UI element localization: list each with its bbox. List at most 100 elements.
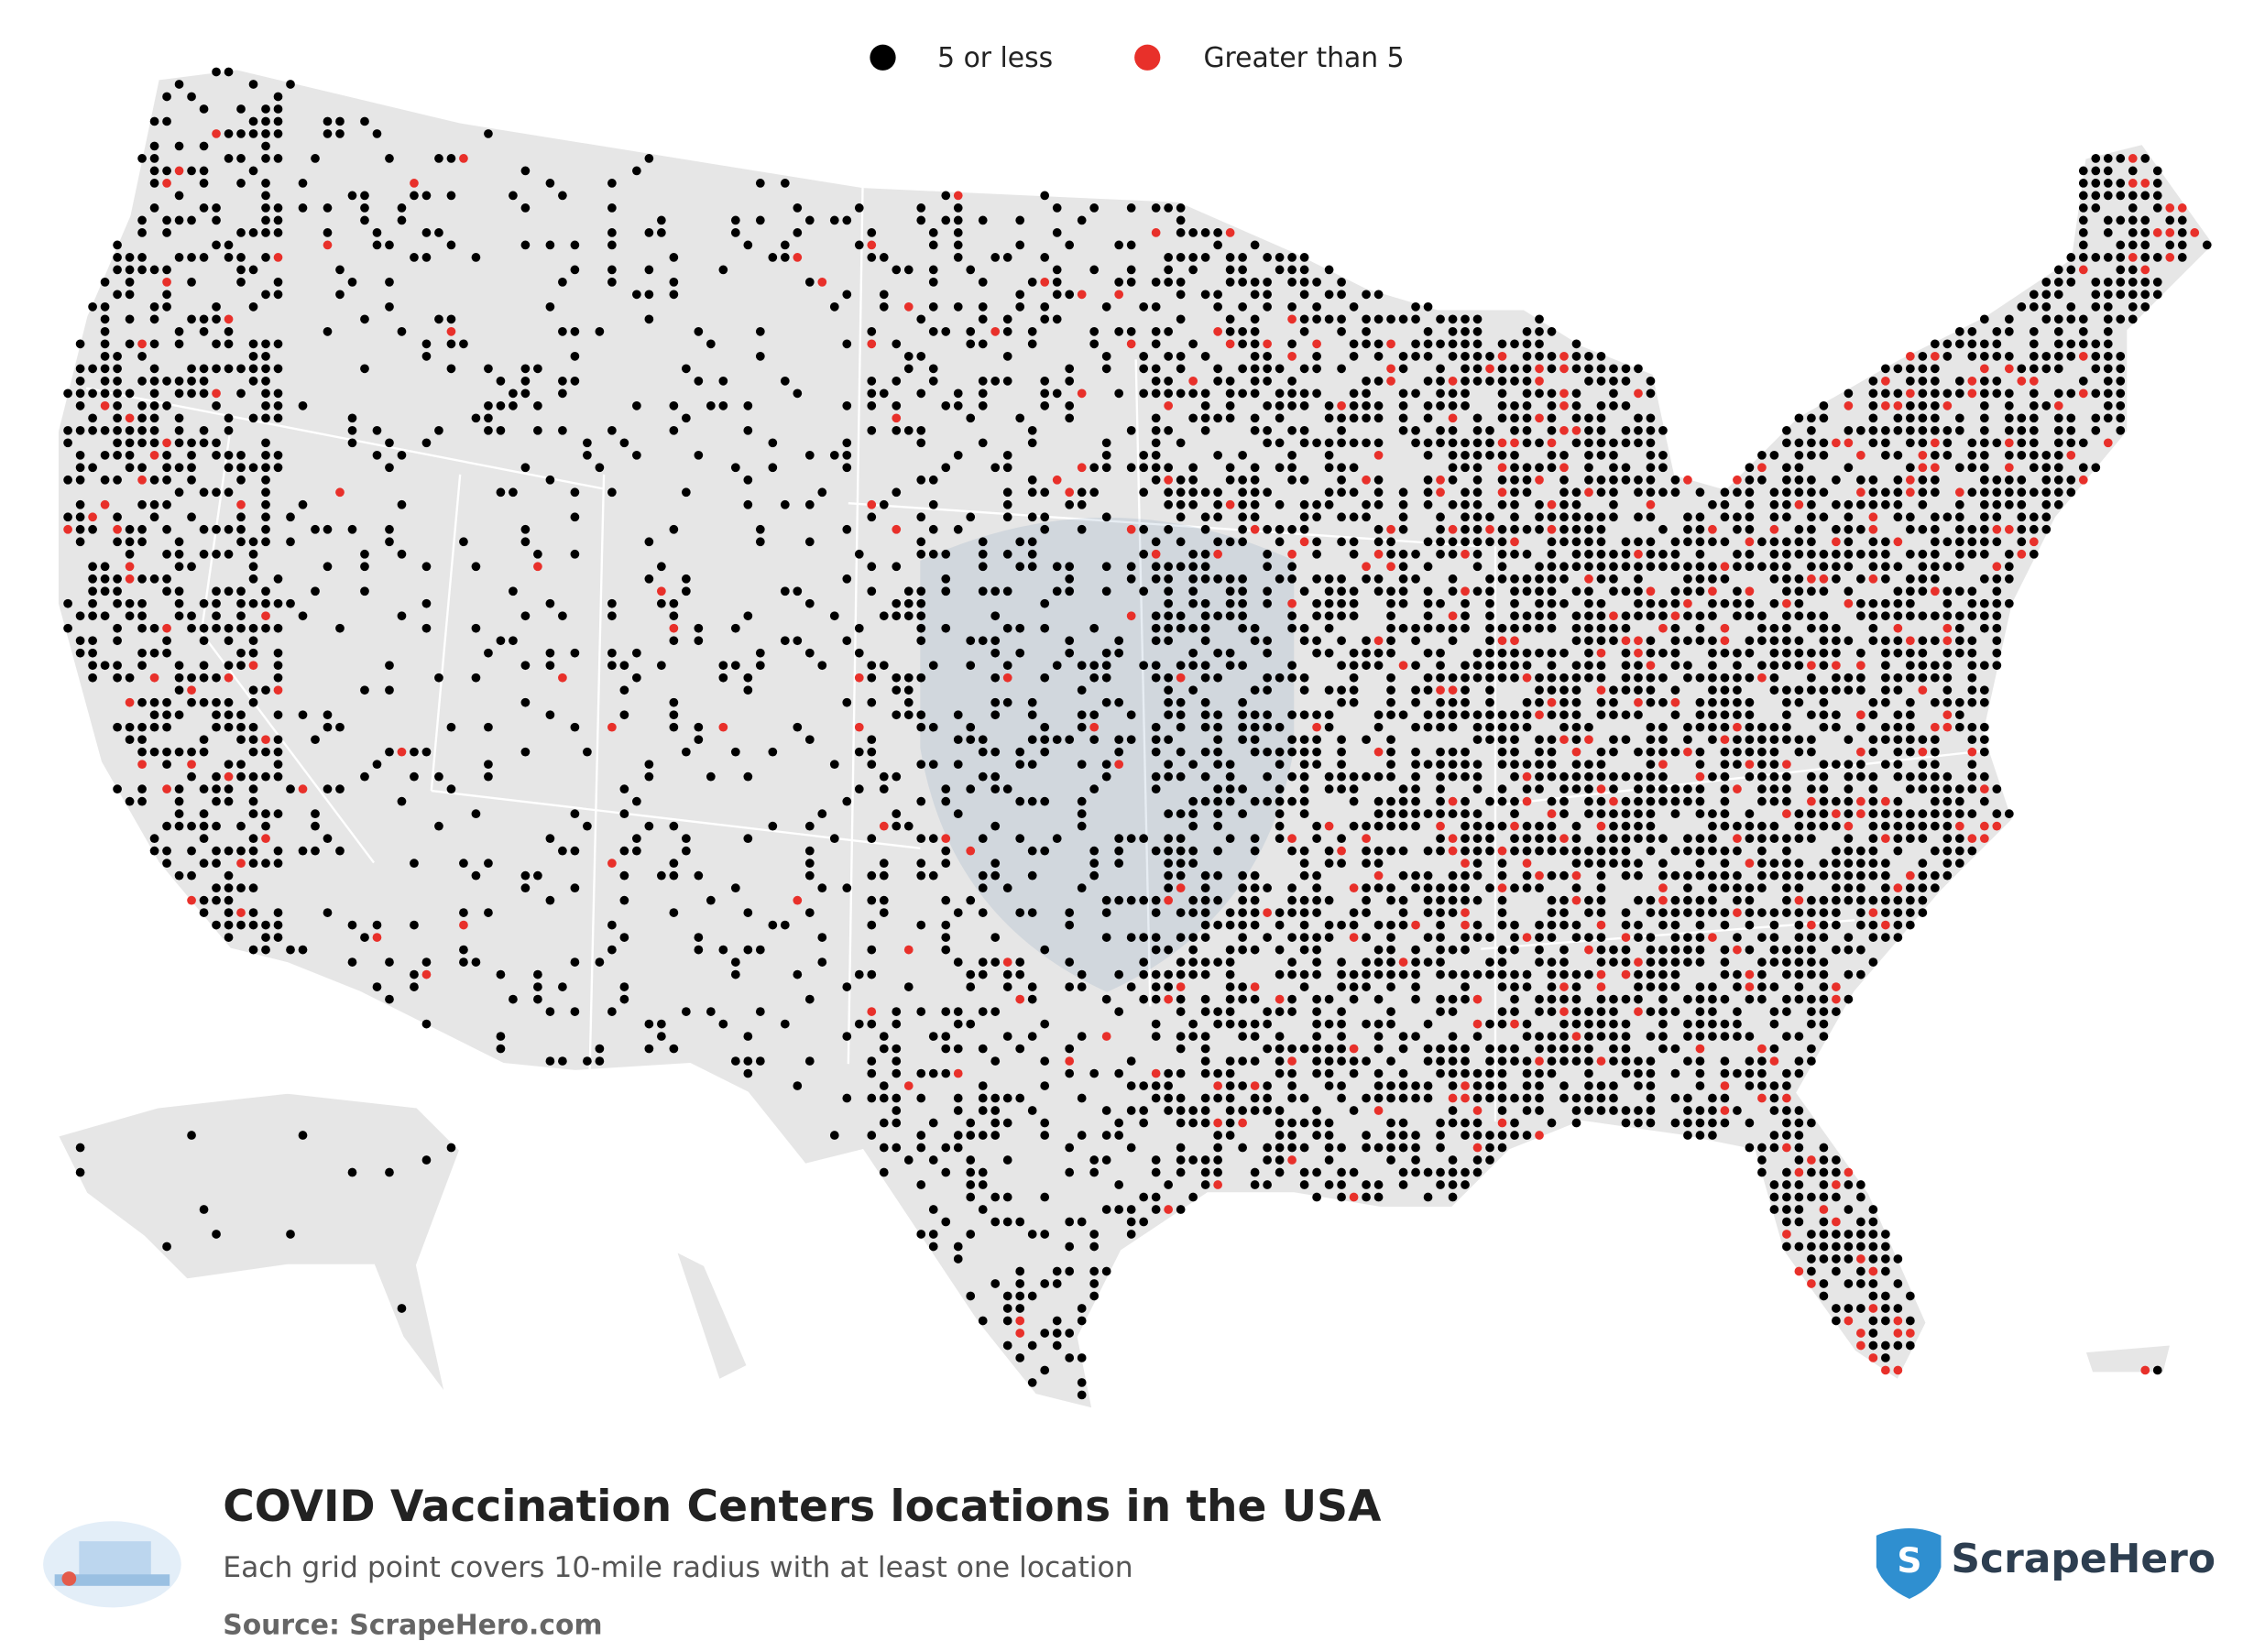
location-dot bbox=[1324, 1056, 1334, 1066]
location-dot bbox=[261, 438, 270, 448]
location-dot bbox=[1287, 771, 1297, 782]
location-dot bbox=[1002, 623, 1012, 633]
location-dot bbox=[248, 920, 258, 930]
location-dot bbox=[1596, 673, 1606, 683]
location-dot bbox=[1337, 586, 1346, 596]
location-dot bbox=[1448, 685, 1458, 695]
location-dot bbox=[199, 253, 209, 262]
location-dot bbox=[1015, 648, 1025, 658]
location-dot bbox=[1362, 846, 1371, 856]
location-dot bbox=[1126, 574, 1136, 584]
location-dot bbox=[1733, 549, 1742, 559]
location-dot bbox=[1571, 895, 1581, 905]
location-dot bbox=[1658, 450, 1668, 460]
location-dot bbox=[1695, 796, 1705, 806]
location-dot bbox=[212, 710, 221, 720]
location-dot bbox=[113, 450, 122, 460]
location-dot bbox=[1695, 908, 1705, 917]
location-dot bbox=[1930, 537, 1940, 547]
location-dot bbox=[1263, 339, 1272, 349]
location-dot bbox=[916, 537, 926, 547]
location-dot bbox=[1027, 537, 1037, 547]
location-dot bbox=[212, 438, 221, 448]
location-dot bbox=[694, 870, 704, 881]
location-dot bbox=[1151, 661, 1161, 671]
location-dot bbox=[1609, 463, 1618, 473]
location-dot bbox=[372, 920, 382, 930]
location-dot bbox=[1832, 524, 1841, 534]
location-dot bbox=[273, 463, 283, 473]
location-dot bbox=[892, 339, 902, 349]
location-dot bbox=[1868, 425, 1878, 435]
location-dot bbox=[1881, 574, 1890, 584]
location-dot bbox=[1535, 846, 1544, 856]
location-dot bbox=[1423, 710, 1433, 720]
location-dot bbox=[941, 859, 951, 869]
location-dot bbox=[1275, 1143, 1285, 1153]
boundary bbox=[1494, 746, 2014, 806]
location-dot bbox=[1461, 945, 1470, 955]
location-dot bbox=[1807, 475, 1816, 485]
location-dot bbox=[1312, 388, 1321, 399]
location-dot bbox=[928, 760, 938, 770]
location-dot bbox=[199, 179, 209, 188]
location-dot bbox=[1621, 623, 1631, 633]
location-dot bbox=[1905, 809, 1915, 819]
location-dot bbox=[1299, 870, 1309, 881]
location-dot bbox=[1621, 1068, 1631, 1078]
location-dot bbox=[1040, 512, 1050, 522]
location-dot bbox=[1609, 1081, 1618, 1090]
location-dot bbox=[1461, 1081, 1470, 1090]
location-dot bbox=[1609, 562, 1618, 572]
location-dot bbox=[1423, 1192, 1433, 1202]
location-dot bbox=[1238, 710, 1247, 720]
location-dot bbox=[1373, 438, 1384, 448]
location-dot bbox=[1522, 463, 1532, 473]
location-dot bbox=[88, 586, 97, 596]
location-dot bbox=[1213, 611, 1223, 621]
location-dot bbox=[941, 586, 951, 596]
location-dot bbox=[1052, 290, 1062, 300]
location-dot bbox=[1745, 883, 1755, 892]
location-dot bbox=[1299, 388, 1309, 399]
location-dot bbox=[1819, 982, 1829, 991]
location-dot bbox=[1299, 1180, 1309, 1189]
location-dot bbox=[421, 969, 432, 979]
location-dot bbox=[1733, 870, 1742, 881]
location-dot bbox=[1436, 920, 1445, 930]
location-dot bbox=[2029, 537, 2039, 547]
location-dot bbox=[1868, 834, 1878, 844]
location-dot bbox=[1411, 945, 1420, 955]
location-dot bbox=[311, 154, 320, 163]
location-dot bbox=[1621, 809, 1631, 819]
location-dot bbox=[1621, 1019, 1631, 1029]
location-dot bbox=[1497, 735, 1507, 745]
location-dot bbox=[1881, 438, 1890, 448]
location-dot bbox=[1670, 747, 1680, 757]
location-dot bbox=[1164, 673, 1174, 683]
location-dot bbox=[1807, 784, 1816, 794]
location-dot bbox=[224, 413, 234, 423]
location-dot bbox=[570, 957, 580, 967]
location-dot bbox=[990, 1007, 1001, 1016]
location-dot bbox=[1844, 463, 1854, 473]
location-dot bbox=[1522, 611, 1532, 621]
location-dot bbox=[1436, 969, 1445, 979]
location-dot bbox=[199, 809, 209, 819]
location-dot bbox=[1200, 710, 1210, 720]
location-dot bbox=[1918, 784, 1928, 794]
location-dot bbox=[1596, 846, 1606, 856]
location-dot bbox=[434, 673, 443, 683]
location-dot bbox=[1386, 636, 1395, 646]
location-dot bbox=[1164, 1068, 1174, 1078]
location-dot bbox=[1868, 771, 1878, 782]
location-dot bbox=[1918, 883, 1928, 892]
location-dot bbox=[1213, 240, 1223, 250]
location-dot bbox=[1769, 771, 1779, 782]
location-dot bbox=[1942, 425, 1953, 435]
location-dot bbox=[1782, 1131, 1791, 1140]
location-dot bbox=[149, 179, 159, 188]
location-dot bbox=[1436, 1044, 1445, 1054]
location-dot bbox=[298, 499, 308, 509]
location-dot bbox=[1337, 463, 1346, 473]
